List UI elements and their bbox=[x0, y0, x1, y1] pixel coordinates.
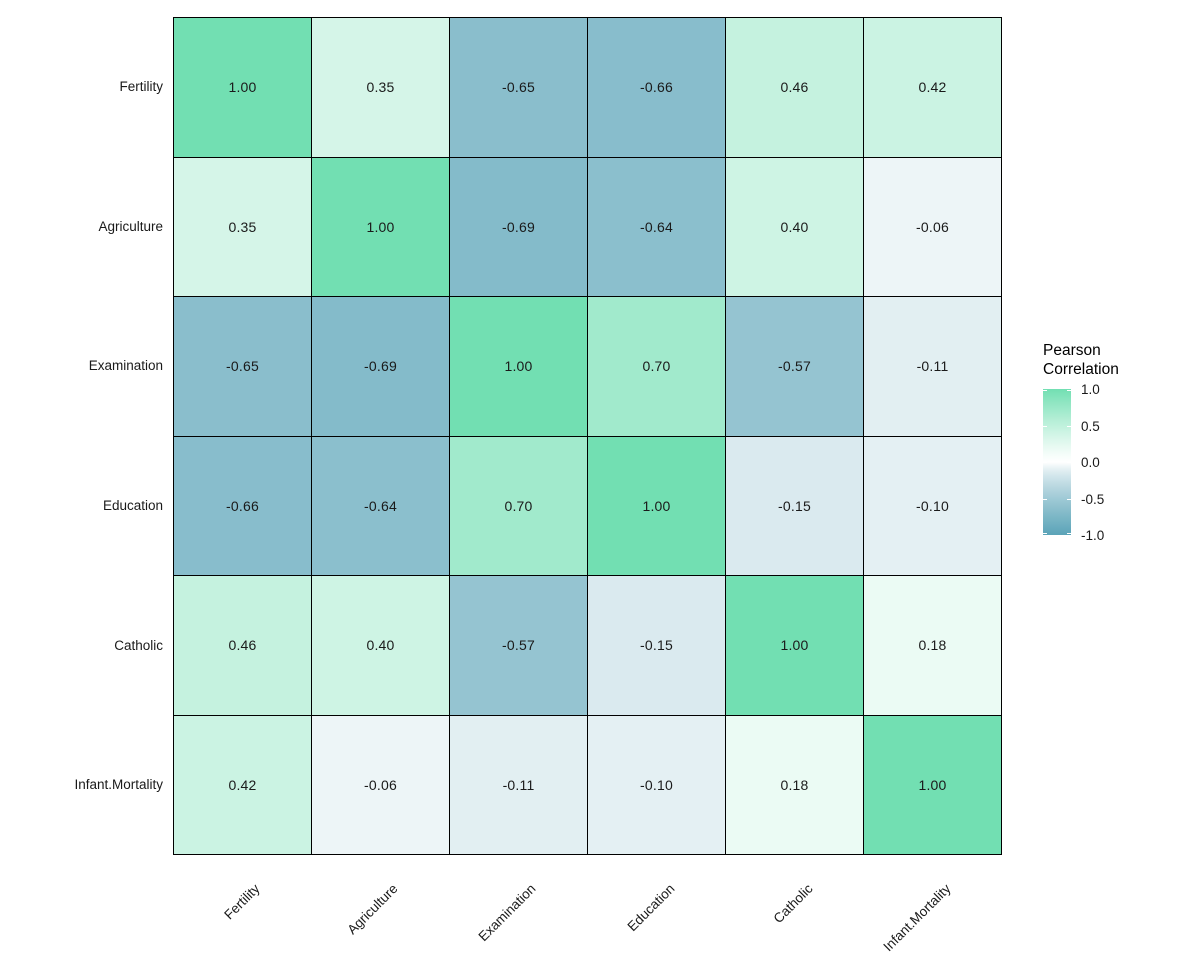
heatmap-cell: -0.15 bbox=[588, 576, 725, 715]
legend-tick-mark bbox=[1067, 390, 1071, 391]
heatmap-cell: -0.65 bbox=[450, 18, 587, 157]
heatmap-cell: -0.57 bbox=[726, 297, 863, 436]
heatmap-cell: 0.40 bbox=[312, 576, 449, 715]
heatmap-cell: 1.00 bbox=[450, 297, 587, 436]
heatmap-cell: 0.70 bbox=[450, 436, 587, 575]
legend-tick-mark bbox=[1043, 498, 1047, 500]
legend-title-line: Pearson bbox=[1043, 342, 1101, 359]
heatmap-cell: -0.06 bbox=[312, 715, 449, 854]
heatmap-cell: 1.00 bbox=[174, 18, 311, 157]
legend-tick-label: -0.5 bbox=[1081, 491, 1105, 507]
heatmap-cell: -0.64 bbox=[588, 157, 725, 296]
legend-tick-mark bbox=[1067, 498, 1071, 500]
heatmap-cell: -0.10 bbox=[588, 715, 725, 854]
heatmap-cell: -0.15 bbox=[726, 436, 863, 575]
heatmap-cell: 0.35 bbox=[312, 18, 449, 157]
heatmap-panel: 1.00 0.35 -0.65 -0.66 0.46 0.42 0.35 1.00 -0.69-… bbox=[173, 17, 1002, 855]
heatmap-cell: 1.00 bbox=[726, 576, 863, 715]
legend-tick-mark bbox=[1043, 425, 1047, 427]
legend-tick-mark bbox=[1043, 533, 1047, 534]
heatmap-cell: 0.46 bbox=[174, 576, 311, 715]
heatmap-cell: 0.35 bbox=[174, 157, 311, 296]
x-axis-label: Fertility bbox=[221, 881, 263, 923]
legend-tick-label: -1.0 bbox=[1081, 528, 1105, 543]
y-axis-label: Examination bbox=[88, 358, 163, 374]
y-axis-label: Catholic bbox=[114, 637, 163, 653]
legend-tick-mark bbox=[1067, 533, 1071, 534]
heatmap-cell: 0.18 bbox=[864, 576, 1001, 715]
heatmap-cell: 0.42 bbox=[864, 18, 1001, 157]
heatmap-cell: -0.11 bbox=[864, 297, 1001, 436]
heatmap-cell: 1.00 bbox=[588, 436, 725, 575]
heatmap-cell: 0.40 bbox=[726, 157, 863, 296]
legend-tick-label: 0.5 bbox=[1081, 418, 1100, 434]
legend-title-line: Correlation bbox=[1043, 361, 1119, 378]
heatmap-cell: -0.65 bbox=[174, 297, 311, 436]
heatmap-cell: 0.46 bbox=[726, 18, 863, 157]
legend-tick-mark bbox=[1067, 425, 1071, 427]
heatmap-cell: -0.11 bbox=[450, 715, 587, 854]
legend-tick-mark bbox=[1043, 462, 1047, 463]
heatmap-cell: 1.00 bbox=[312, 157, 449, 296]
legend-colorbar bbox=[1043, 389, 1071, 535]
y-axis-label: Infant.Mortality bbox=[74, 777, 163, 793]
heatmap-cell: -0.57 bbox=[450, 576, 587, 715]
y-axis-label: Agriculture bbox=[98, 218, 163, 234]
heatmap-cell: -0.69 bbox=[450, 157, 587, 296]
y-axis-label: Fertility bbox=[119, 78, 164, 94]
y-axis-label: Education bbox=[102, 497, 163, 513]
legend-tick-mark bbox=[1067, 462, 1071, 463]
heatmap-cell: 1.00 bbox=[864, 715, 1001, 854]
heatmap-cell: -0.66 bbox=[588, 18, 725, 157]
heatmap-cell: -0.64 bbox=[312, 436, 449, 575]
heatmap-cell: 0.18 bbox=[726, 715, 863, 854]
heatmap-cell: -0.06 bbox=[864, 157, 1001, 296]
legend-title: Pearson Correlation bbox=[1043, 341, 1119, 379]
heatmap-cell: -0.10 bbox=[864, 436, 1001, 575]
legend-tick-label: 0.0 bbox=[1081, 455, 1100, 470]
legend-tick-label: 1.0 bbox=[1081, 382, 1100, 397]
heatmap-cell: -0.66 bbox=[174, 436, 311, 575]
heatmap-cell: -0.69 bbox=[312, 297, 449, 436]
heatmap-cell: 0.42 bbox=[174, 715, 311, 854]
heatmap-cell: 0.70 bbox=[588, 297, 725, 436]
legend-tick-mark bbox=[1043, 390, 1047, 391]
